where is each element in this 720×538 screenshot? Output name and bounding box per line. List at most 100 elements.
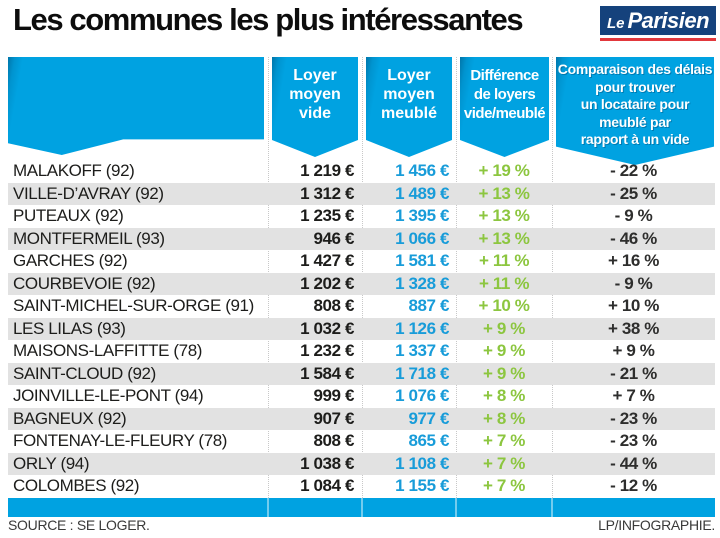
bottom-bar [8, 498, 715, 517]
cell-commune: BAGNEUX (92) [13, 408, 127, 428]
cell-difference: + 9 % [483, 363, 525, 383]
cell-loyer-meuble: 1 581 € [395, 251, 449, 270]
cell-difference: + 7 % [483, 453, 525, 473]
cell-comparaison: - 9 % [614, 206, 653, 225]
cell-loyer-vide: 1 219 € [300, 161, 354, 180]
cell-loyer-vide: 907 € [313, 408, 354, 428]
cell-difference: + 10 % [478, 296, 530, 315]
cell-commune: VILLE-D’AVRAY (92) [13, 183, 164, 203]
cell-commune: MONTFERMEIL (93) [13, 228, 165, 248]
cell-loyer-vide: 1 038 € [300, 453, 354, 473]
cell-loyer-meuble: 1 328 € [395, 273, 449, 293]
le-parisien-logo: Le Parisien [600, 6, 716, 41]
table-row: JOINVILLE-LE-PONT (94) 999 € 1 076 € + 8… [8, 385, 715, 408]
cell-loyer-meuble: 1 395 € [395, 206, 449, 225]
cell-comparaison: + 38 % [608, 318, 659, 338]
bottom-bar-separator [455, 498, 457, 517]
cell-loyer-meuble: 1 718 € [395, 363, 449, 383]
bottom-bar-separator [551, 498, 553, 517]
cell-loyer-vide: 1 235 € [300, 206, 354, 225]
table-row: FONTENAY-LE-FLEURY (78) 808 € 865 € + 7 … [8, 430, 715, 453]
table-row: VILLE-D’AVRAY (92) 1 312 € 1 489 € + 13 … [8, 182, 715, 205]
cell-commune: LES LILAS (93) [13, 318, 126, 338]
logo-text-le: Le [606, 15, 625, 32]
table-row: MALAKOFF (92) 1 219 € 1 456 € + 19 % - 2… [8, 160, 715, 183]
cell-comparaison: + 9 % [612, 341, 655, 360]
cell-loyer-vide: 808 € [313, 296, 354, 315]
cell-loyer-vide: 1 427 € [300, 251, 354, 270]
header-banner-commune [8, 57, 264, 155]
cell-loyer-meuble: 1 076 € [395, 386, 449, 405]
cell-comparaison: - 44 % [610, 453, 657, 473]
footer: SOURCE : SE LOGER. LP/INFOGRAPHIE. [8, 517, 715, 533]
cell-loyer-meuble: 865 € [408, 431, 449, 450]
cell-loyer-meuble: 1 337 € [395, 341, 449, 360]
table-row: MONTFERMEIL (93) 946 € 1 066 € + 13 % - … [8, 227, 715, 250]
cell-loyer-meuble: 977 € [408, 408, 449, 428]
cell-commune: ORLY (94) [13, 453, 90, 473]
cell-loyer-vide: 946 € [313, 228, 354, 248]
logo-text-parisien: Parisien [627, 7, 710, 33]
cell-difference: + 11 % [478, 251, 530, 270]
table-row: BAGNEUX (92) 907 € 977 € + 8 % - 23 % [8, 407, 715, 430]
table-row: MAISONS-LAFFITTE (78) 1 232 € 1 337 € + … [8, 340, 715, 363]
table-row: GARCHES (92) 1 427 € 1 581 € + 11 % + 16… [8, 250, 715, 273]
cell-difference: + 13 % [478, 206, 530, 225]
logo-red-underline [600, 38, 716, 41]
cell-difference: + 11 % [478, 273, 530, 293]
table-row: SAINT-CLOUD (92) 1 584 € 1 718 € + 9 % -… [8, 362, 715, 385]
cell-difference: + 9 % [483, 341, 525, 360]
cell-loyer-vide: 1 312 € [300, 183, 354, 203]
cell-comparaison: - 22 % [610, 161, 657, 180]
cell-comparaison: + 7 % [612, 386, 655, 405]
cell-commune: PUTEAUX (92) [13, 206, 124, 225]
cell-loyer-vide: 1 032 € [300, 318, 354, 338]
cell-commune: SAINT-CLOUD (92) [13, 363, 156, 383]
cell-difference: + 7 % [483, 431, 525, 450]
header-banner-difference: Différence de loyers vide/meublé [460, 57, 549, 157]
cell-difference: + 19 % [478, 161, 530, 180]
cell-loyer-vide: 1 202 € [300, 273, 354, 293]
table-row: COURBEVOIE (92) 1 202 € 1 328 € + 11 % -… [8, 272, 715, 295]
table-row: ORLY (94) 1 038 € 1 108 € + 7 % - 44 % [8, 452, 715, 475]
cell-commune: MAISONS-LAFFITTE (78) [13, 341, 203, 360]
cell-difference: + 13 % [478, 183, 530, 203]
table-row: LES LILAS (93) 1 032 € 1 126 € + 9 % + 3… [8, 317, 715, 340]
bottom-bar-separator [361, 498, 363, 517]
cell-comparaison: - 21 % [610, 363, 657, 383]
cell-loyer-meuble: 1 108 € [395, 453, 449, 473]
cell-commune: COLOMBES (92) [13, 476, 140, 495]
bottom-bar-separator [267, 498, 269, 517]
cell-commune: GARCHES (92) [13, 251, 128, 270]
cell-loyer-vide: 1 232 € [300, 341, 354, 360]
cell-comparaison: - 25 % [610, 183, 657, 203]
source-credit: SOURCE : SE LOGER. [8, 517, 150, 533]
cell-comparaison: - 23 % [610, 431, 657, 450]
cell-comparaison: - 12 % [610, 476, 657, 495]
cell-loyer-meuble: 1 126 € [395, 318, 449, 338]
cell-comparaison: + 10 % [608, 296, 659, 315]
cell-comparaison: + 16 % [608, 251, 659, 270]
header-banner-loyer-vide: Loyer moyen vide [272, 57, 358, 157]
infographie-credit: LP/INFOGRAPHIE. [598, 517, 715, 533]
cell-loyer-meuble: 1 066 € [395, 228, 449, 248]
cell-loyer-vide: 999 € [313, 386, 354, 405]
cell-loyer-vide: 1 084 € [300, 476, 354, 495]
cell-commune: FONTENAY-LE-FLEURY (78) [13, 431, 228, 450]
header-banner-loyer-meuble: Loyer moyen meublé [366, 57, 452, 157]
cell-loyer-meuble: 1 456 € [395, 161, 449, 180]
cell-comparaison: - 46 % [610, 228, 657, 248]
cell-difference: + 8 % [483, 386, 525, 405]
cell-commune: JOINVILLE-LE-PONT (94) [13, 386, 204, 405]
cell-comparaison: - 9 % [614, 273, 653, 293]
table-rows: MALAKOFF (92) 1 219 € 1 456 € + 19 % - 2… [8, 160, 715, 498]
table-row: PUTEAUX (92) 1 235 € 1 395 € + 13 % - 9 … [8, 205, 715, 228]
page-title: Les communes les plus intéressantes [13, 2, 524, 37]
cell-commune: SAINT-MICHEL-SUR-ORGE (91) [13, 296, 254, 315]
cell-loyer-meuble: 1 489 € [395, 183, 449, 203]
table-row: SAINT-MICHEL-SUR-ORGE (91) 808 € 887 € +… [8, 295, 715, 318]
cell-difference: + 7 % [483, 476, 525, 495]
cell-difference: + 8 % [483, 408, 525, 428]
cell-comparaison: - 23 % [610, 408, 657, 428]
